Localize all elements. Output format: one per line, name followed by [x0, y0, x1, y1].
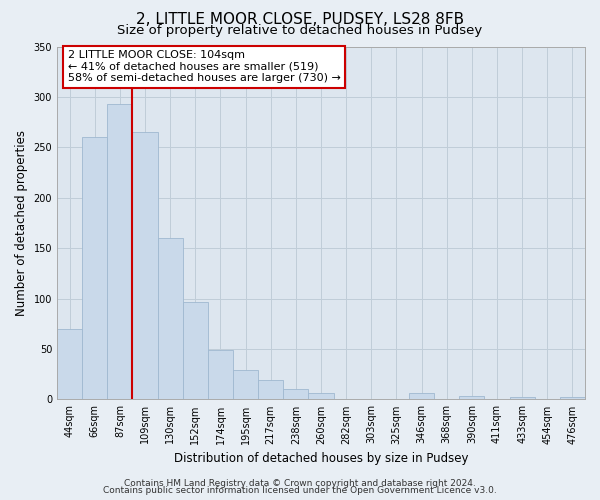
- Bar: [183, 302, 208, 400]
- Bar: [560, 398, 585, 400]
- Text: 2 LITTLE MOOR CLOSE: 104sqm
← 41% of detached houses are smaller (519)
58% of se: 2 LITTLE MOOR CLOSE: 104sqm ← 41% of det…: [68, 50, 340, 83]
- Bar: [82, 138, 107, 400]
- Bar: [208, 350, 233, 400]
- Bar: [233, 370, 258, 400]
- Bar: [258, 380, 283, 400]
- X-axis label: Distribution of detached houses by size in Pudsey: Distribution of detached houses by size …: [174, 452, 468, 465]
- Bar: [158, 238, 183, 400]
- Text: 2, LITTLE MOOR CLOSE, PUDSEY, LS28 8FB: 2, LITTLE MOOR CLOSE, PUDSEY, LS28 8FB: [136, 12, 464, 28]
- Bar: [107, 104, 133, 400]
- Bar: [283, 390, 308, 400]
- Text: Contains public sector information licensed under the Open Government Licence v3: Contains public sector information licen…: [103, 486, 497, 495]
- Bar: [133, 132, 158, 400]
- Bar: [57, 329, 82, 400]
- Bar: [308, 394, 334, 400]
- Bar: [509, 398, 535, 400]
- Text: Contains HM Land Registry data © Crown copyright and database right 2024.: Contains HM Land Registry data © Crown c…: [124, 478, 476, 488]
- Y-axis label: Number of detached properties: Number of detached properties: [15, 130, 28, 316]
- Text: Size of property relative to detached houses in Pudsey: Size of property relative to detached ho…: [118, 24, 482, 37]
- Bar: [409, 394, 434, 400]
- Bar: [459, 396, 484, 400]
